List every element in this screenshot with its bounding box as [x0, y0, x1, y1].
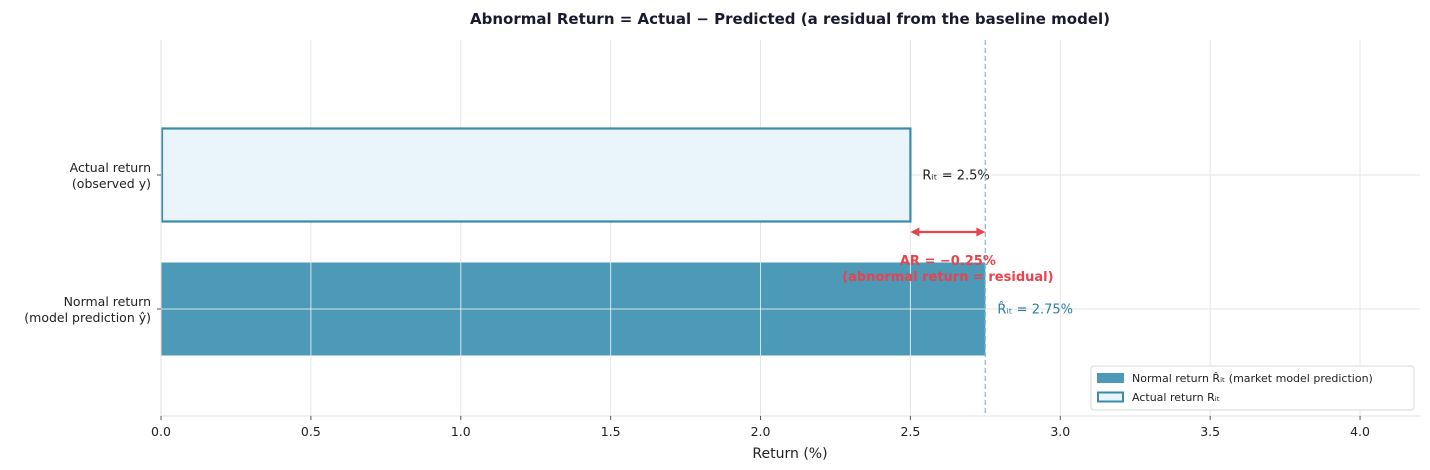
x-tick-label: 1.5	[601, 424, 621, 439]
x-tick-label: 3.5	[1200, 424, 1220, 439]
x-tick-label: 2.0	[751, 424, 771, 439]
legend-entry-label: Normal return R̂ᵢₜ (market model predict…	[1132, 372, 1373, 385]
actual-return-value-label: Rᵢₜ = 2.5%	[922, 169, 989, 184]
abnormal-return-label: AR = −0.25%	[900, 254, 996, 269]
x-tick-label: 0.5	[301, 424, 321, 439]
x-axis-label: Return (%)	[752, 446, 827, 462]
category-label-line1: Normal return	[64, 294, 151, 309]
annotation-layer: AR = −0.25%(abnormal return = residual)	[842, 227, 1054, 285]
legend-swatch-normal	[1097, 373, 1124, 383]
normal-return-value-label: R̂ᵢₜ = 2.75%	[997, 302, 1073, 317]
category-label-line2: (observed y)	[72, 176, 151, 191]
x-tick-label: 3.0	[1050, 424, 1070, 439]
legend-box	[1090, 365, 1415, 411]
legend-entry-label: Actual return Rᵢₜ	[1132, 391, 1220, 404]
category-label-line2: (model prediction ŷ)	[24, 310, 151, 325]
abnormal-return-sublabel: (abnormal return = residual)	[842, 270, 1053, 285]
chart-title: Abnormal Return = Actual − Predicted (a …	[470, 10, 1110, 28]
x-tick-label: 4.0	[1350, 424, 1370, 439]
legend-swatch-actual	[1097, 391, 1124, 403]
bars-layer: Rᵢₜ = 2.5% R̂ᵢₜ = 2.75%	[160, 40, 1073, 416]
legend: Normal return R̂ᵢₜ (market model predict…	[1090, 365, 1415, 411]
x-tick-label: 1.0	[451, 424, 471, 439]
x-tick-label: 2.5	[900, 424, 920, 439]
axis-layer: 0.0 0.5 1.0 1.5 2.0 2.5 3.0 3.5 4.0 Actual return…	[24, 40, 1420, 439]
arrow-head-right	[976, 227, 986, 237]
grid-layer	[161, 40, 1420, 416]
category-label-line1: Actual return	[70, 160, 151, 175]
x-tick-label: 0.0	[151, 424, 171, 439]
bar-actual-return	[160, 127, 912, 223]
arrow-head-left	[910, 227, 920, 237]
